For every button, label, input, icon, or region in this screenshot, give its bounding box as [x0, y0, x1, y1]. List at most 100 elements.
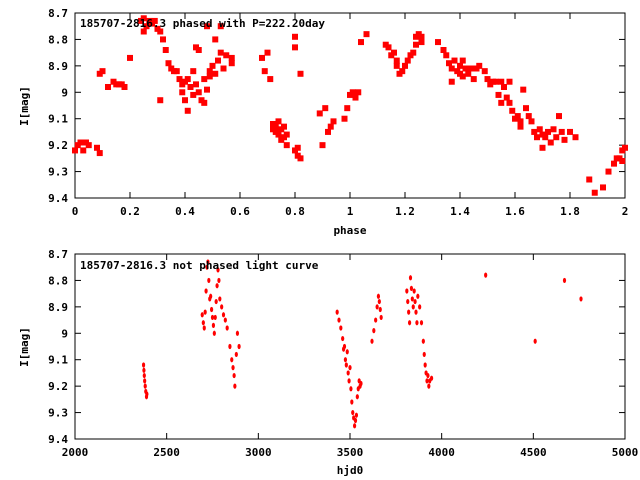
- phased-x-tick-label: 2: [622, 205, 629, 218]
- unphased-data-point: [415, 320, 419, 326]
- phased-data-point: [355, 89, 362, 96]
- phased-data-point: [410, 49, 417, 56]
- phased-data-point: [297, 155, 304, 162]
- phased-data-point: [545, 128, 551, 135]
- phased-data-point: [182, 97, 188, 104]
- unphased-y-tick-label: 9: [61, 327, 68, 340]
- phased-data-point: [611, 160, 617, 167]
- phased-data-point: [143, 23, 150, 30]
- unphased-data-point: [426, 372, 430, 379]
- phased-data-point: [184, 76, 191, 83]
- phased-data-point: [127, 54, 133, 61]
- phased-data-point: [605, 168, 612, 175]
- phased-data-point: [600, 184, 606, 191]
- unphased-data-point: [370, 338, 374, 344]
- phased-data-point: [223, 52, 230, 59]
- phased-data-point: [363, 31, 370, 38]
- unphased-data-point: [339, 325, 343, 331]
- phased-data-point: [591, 189, 598, 196]
- phased-y-tick-label: 9.4: [48, 192, 68, 205]
- phased-data-point: [275, 131, 282, 138]
- phased-data-point: [385, 44, 392, 51]
- unphased-x-tick-label: 4500: [520, 446, 547, 459]
- unphased-data-point: [352, 423, 357, 429]
- phased-data-point: [399, 68, 406, 75]
- phased-data-point: [457, 62, 463, 69]
- phased-data-point: [484, 76, 491, 83]
- unphased-data-point: [372, 328, 376, 334]
- phased-y-tick-label: 9.2: [48, 139, 68, 152]
- phased-data-point: [292, 33, 298, 40]
- phased-data-point: [77, 139, 84, 146]
- phased-data-point: [228, 54, 235, 61]
- phased-data-point: [195, 47, 202, 53]
- unphased-data-point: [408, 275, 413, 281]
- phased-data-point: [184, 107, 191, 114]
- unphased-data-point: [203, 309, 207, 315]
- phased-data-point: [468, 65, 474, 72]
- phased-data-point: [204, 23, 210, 30]
- unphased-data-point: [207, 277, 211, 284]
- phased-data-point: [558, 128, 565, 135]
- unphased-data-point: [533, 338, 537, 344]
- unphased-y-tick-label: 9.4: [48, 433, 68, 446]
- unphased-data-point: [376, 293, 381, 299]
- phased-y-tick-label: 8.7: [48, 7, 68, 20]
- phased-data-point: [352, 94, 359, 101]
- unphased-data-point: [409, 285, 414, 291]
- phased-data-point: [157, 28, 164, 35]
- phased-data-point: [534, 134, 540, 141]
- unphased-data-point: [344, 362, 348, 368]
- phased-data-point: [96, 150, 103, 157]
- phased-data-point: [459, 73, 466, 80]
- unphased-data-point: [412, 288, 416, 294]
- phased-x-tick-label: 0.8: [285, 205, 305, 218]
- phased-data-point: [446, 60, 452, 67]
- unphased-data-point: [145, 391, 149, 397]
- unphased-data-point: [348, 365, 352, 371]
- unphased-data-point: [142, 367, 146, 373]
- phased-data-point: [622, 144, 628, 151]
- unphased-data-point: [141, 362, 146, 368]
- phased-data-point: [160, 36, 166, 43]
- unphased-data-point: [418, 304, 422, 310]
- phased-data-point: [349, 89, 356, 96]
- phased-x-tick-label: 1.8: [560, 205, 580, 218]
- unphased-data-point: [419, 320, 424, 326]
- phased-data-point: [283, 131, 290, 138]
- phased-data-point: [506, 78, 513, 85]
- phased-y-tick-label: 8.8: [48, 33, 68, 46]
- unphased-data-point: [237, 343, 241, 350]
- phased-data-point: [498, 78, 505, 85]
- phased-y-axis-label: I[mag]: [18, 86, 31, 126]
- phased-data-point: [85, 142, 92, 149]
- phased-data-point: [264, 49, 271, 56]
- unphased-plot-frame: [74, 253, 626, 440]
- unphased-data-point: [233, 383, 237, 389]
- unphased-data-point: [359, 380, 363, 387]
- phased-data-point: [94, 144, 100, 151]
- phased-data-point: [448, 65, 455, 72]
- unphased-data-point: [411, 304, 415, 310]
- phased-data-point: [402, 62, 408, 69]
- unphased-data-point: [484, 272, 488, 278]
- phased-data-point: [212, 70, 219, 77]
- unphased-data-point: [142, 372, 146, 379]
- unphased-data-point: [429, 375, 434, 381]
- unphased-data-point: [225, 325, 229, 331]
- unphased-data-point: [342, 343, 347, 350]
- unphased-data-point: [335, 309, 339, 315]
- unphased-data-point: [406, 298, 410, 305]
- phased-data-point: [501, 84, 507, 90]
- unphased-data-point: [220, 304, 224, 310]
- unphased-y-tick-label: 8.7: [48, 248, 68, 261]
- unphased-data-point: [374, 317, 378, 323]
- phased-data-point: [157, 97, 164, 104]
- phased-chart-title: 185707-2816.3 phased with P=222.20day: [80, 17, 325, 30]
- phased-data-point: [514, 113, 521, 120]
- phased-data-point: [495, 91, 502, 98]
- unphased-data-point: [216, 267, 220, 273]
- phased-data-point: [209, 62, 216, 69]
- unphased-data-points: [141, 259, 583, 429]
